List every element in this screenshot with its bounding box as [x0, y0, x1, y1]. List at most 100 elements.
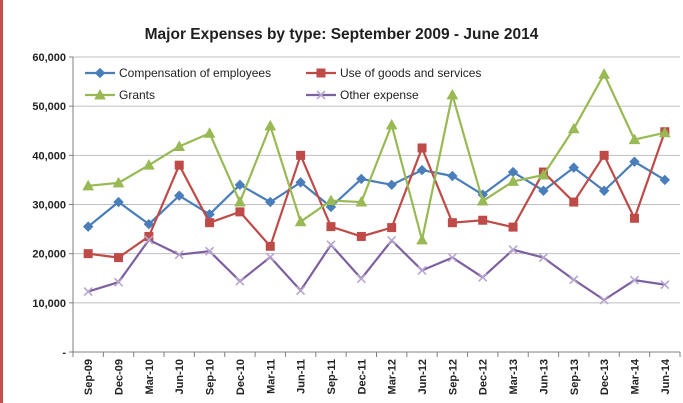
data-point-compensation-of-employees [598, 185, 610, 196]
data-point-compensation-of-employees [629, 156, 640, 167]
data-point-grants [173, 140, 186, 151]
left-edge-line [0, 0, 3, 403]
y-tick-label: 40,000 [32, 150, 66, 162]
data-point-use-of-goods-and-services [599, 150, 609, 160]
data-point-compensation-of-employees [234, 179, 246, 191]
data-point-grants [355, 196, 368, 207]
data-point-compensation-of-employees [416, 164, 428, 176]
x-tick-label: Sep-10 [205, 359, 217, 395]
data-point-other-expense [113, 277, 124, 287]
data-point-use-of-goods-and-services [265, 241, 275, 251]
series-line-other-expense [87, 238, 665, 301]
y-tick-label: 60,000 [32, 52, 66, 64]
x-tick-label: Mar-14 [629, 358, 641, 394]
data-point-use-of-goods-and-services [326, 222, 336, 232]
x-tick-label: Sep-12 [447, 359, 459, 395]
data-point-use-of-goods-and-services [205, 218, 215, 228]
data-point-use-of-goods-and-services [447, 218, 457, 228]
series-line-use-of-goods-and-services [88, 131, 666, 259]
data-point-other-expense [356, 274, 366, 284]
data-point-other-expense [296, 285, 306, 296]
data-point-grants [325, 194, 337, 206]
data-point-grants [598, 68, 610, 79]
legend-label-use-of-goods-and-services: Use of goods and services [340, 66, 481, 80]
data-point-use-of-goods-and-services [356, 231, 366, 241]
x-tick-label: Mar-13 [508, 359, 520, 394]
x-tick-label: Dec-11 [356, 359, 368, 394]
data-point-compensation-of-employees [82, 221, 94, 232]
x-tick-label: Jun-14 [660, 358, 672, 394]
data-point-compensation-of-employees [659, 174, 671, 186]
data-point-use-of-goods-and-services [114, 253, 124, 263]
data-point-other-expense [508, 245, 518, 255]
x-tick-label: Mar-11 [265, 359, 277, 394]
data-point-other-expense [569, 275, 579, 285]
x-tick-label: Dec-12 [478, 359, 490, 395]
data-point-other-expense [447, 253, 457, 263]
data-point-other-expense [205, 246, 215, 256]
data-point-use-of-goods-and-services [235, 207, 245, 217]
data-point-compensation-of-employees [143, 218, 155, 230]
data-point-compensation-of-employees [295, 177, 306, 188]
data-point-other-expense [235, 276, 245, 286]
y-tick-label: 10,000 [32, 298, 66, 310]
data-point-compensation-of-employees [174, 190, 185, 201]
data-point-grants [203, 127, 216, 138]
x-tick-label: Sep-09 [83, 359, 95, 395]
data-point-grants [385, 118, 398, 130]
legend-label-compensation-of-employees: Compensation of employees [119, 66, 271, 80]
data-point-compensation-of-employees [447, 170, 458, 182]
data-point-other-expense [478, 272, 488, 282]
data-point-other-expense [83, 286, 93, 297]
data-point-compensation-of-employees [386, 179, 397, 191]
data-point-other-expense [387, 235, 397, 245]
data-point-grants [112, 176, 125, 188]
data-point-other-expense [174, 250, 184, 260]
data-point-compensation-of-employees [568, 162, 579, 173]
data-point-other-expense [660, 280, 670, 290]
data-point-other-expense [629, 275, 640, 285]
data-point-other-expense [144, 235, 154, 245]
y-tick-label: 50,000 [32, 101, 66, 113]
legend-label-other-expense: Other expense [340, 88, 419, 102]
series-line-compensation-of-employees [87, 160, 666, 228]
legend-marker-other-expense [316, 90, 326, 100]
data-point-other-expense [599, 295, 609, 305]
data-point-use-of-goods-and-services [174, 160, 184, 170]
x-tick-label: Dec-10 [235, 359, 247, 395]
data-point-compensation-of-employees [265, 196, 276, 208]
data-point-use-of-goods-and-services [387, 223, 397, 233]
data-point-grants [507, 175, 519, 186]
y-tick-label: 30,000 [32, 200, 66, 212]
data-point-grants [567, 122, 580, 134]
legend-marker-compensation-of-employees [94, 67, 106, 79]
legend-marker-grants [94, 88, 106, 100]
data-point-grants [416, 233, 428, 245]
x-tick-label: Jun-12 [417, 359, 429, 394]
data-point-use-of-goods-and-services [83, 249, 93, 259]
data-point-grants [294, 215, 307, 227]
data-point-compensation-of-employees [538, 185, 549, 196]
data-point-use-of-goods-and-services [629, 213, 639, 223]
data-point-grants [446, 88, 459, 100]
data-point-use-of-goods-and-services [508, 222, 518, 232]
data-point-grants [234, 196, 246, 207]
series-line-grants [88, 73, 666, 241]
x-tick-label: Dec-13 [599, 359, 611, 395]
y-tick-label: 20,000 [32, 249, 66, 261]
x-tick-label: Sep-13 [569, 359, 581, 395]
data-point-use-of-goods-and-services [417, 143, 427, 153]
data-point-grants [628, 133, 641, 145]
data-point-grants [658, 126, 671, 138]
x-tick-label: Jun-10 [174, 359, 186, 394]
chart-title: Major Expenses by type: September 2009 -… [144, 26, 539, 43]
data-point-use-of-goods-and-services [478, 215, 488, 225]
data-point-other-expense [326, 240, 336, 250]
data-point-other-expense [417, 265, 427, 275]
data-point-use-of-goods-and-services [296, 150, 306, 160]
x-tick-label: Dec-09 [114, 359, 126, 395]
data-point-compensation-of-employees [356, 173, 367, 185]
legend-marker-use-of-goods-and-services [316, 68, 326, 78]
